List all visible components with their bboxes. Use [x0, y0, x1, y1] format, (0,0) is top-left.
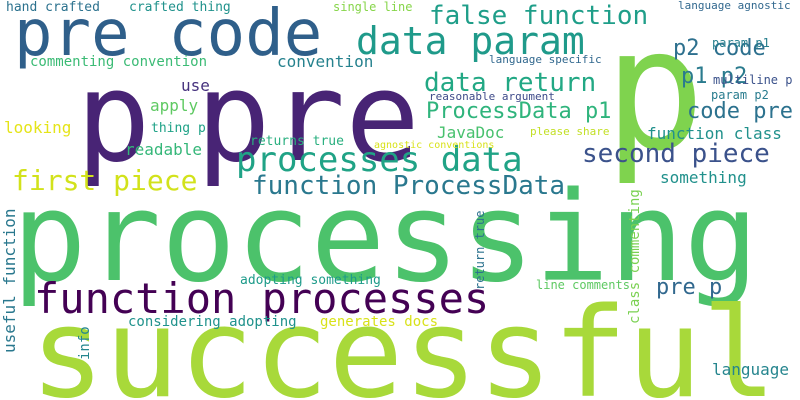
word: param p2	[711, 88, 769, 102]
word: hand crafted	[6, 0, 100, 15]
word: reasonable argument	[429, 90, 555, 103]
word: convention	[277, 52, 374, 71]
word: function processes	[34, 274, 490, 323]
word: data param	[356, 19, 585, 63]
word: readable	[125, 140, 203, 159]
word: function ProcessData	[252, 171, 566, 201]
word: something	[660, 168, 747, 187]
word: considering adopting	[128, 314, 297, 330]
word: function class	[647, 124, 782, 143]
word: language specific	[489, 53, 602, 66]
word: adopting something	[240, 273, 381, 288]
word: useful function	[0, 208, 19, 354]
word: returns true	[250, 134, 344, 149]
word: pre p	[656, 275, 723, 300]
word: p	[604, 0, 706, 188]
word: first piece	[12, 164, 198, 197]
word: p1 p2	[681, 64, 748, 89]
word: class commenting	[627, 189, 643, 324]
word: single line	[333, 0, 413, 14]
word: line comments	[536, 278, 630, 292]
word: multiline p	[713, 73, 793, 87]
word: language	[712, 360, 790, 379]
word: pre	[196, 46, 420, 190]
word: apply	[150, 96, 199, 115]
word: use	[181, 76, 210, 95]
word: language agnostic	[678, 0, 791, 12]
word: p2 code	[673, 36, 766, 61]
word: param p1	[712, 36, 770, 50]
word: second piece	[582, 139, 770, 169]
word: thing p	[151, 121, 206, 136]
word: successful	[30, 282, 777, 400]
word: JavaDoc	[437, 123, 505, 142]
word: false function	[429, 1, 649, 31]
word: commenting convention	[30, 54, 208, 70]
word: code pre	[687, 99, 793, 124]
word: pre code	[14, 0, 323, 71]
word: ProcessData p1	[426, 99, 612, 124]
word: generates docs	[320, 314, 439, 330]
word: data return	[424, 68, 597, 98]
word: processes data	[236, 140, 523, 180]
word: processing	[12, 166, 759, 310]
word: looking	[4, 118, 72, 137]
word: p	[76, 46, 151, 190]
word: return true	[473, 210, 487, 290]
word: please share	[530, 125, 610, 138]
word: crafted thing	[129, 0, 231, 15]
word: info	[77, 326, 93, 360]
word: agnostic conventions	[374, 140, 495, 151]
